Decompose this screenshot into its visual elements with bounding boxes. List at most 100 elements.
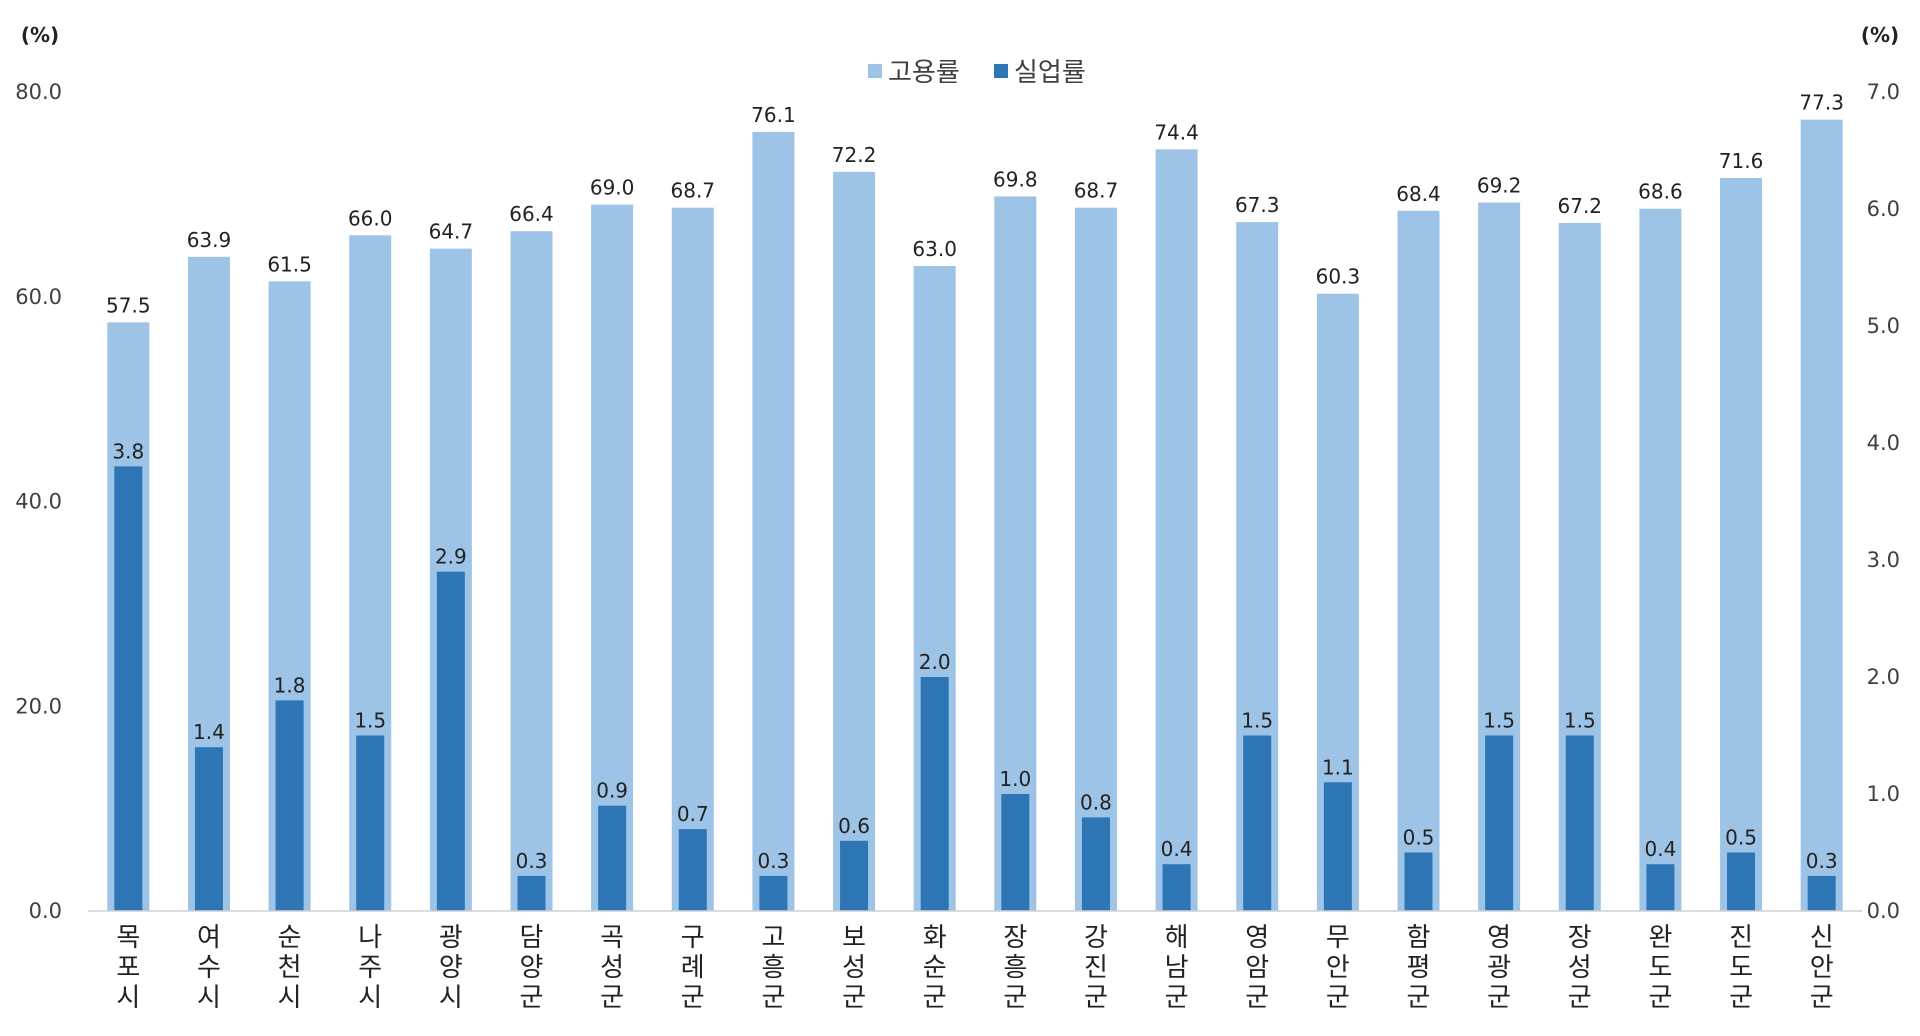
x-axis: 목 포 시 여 수 시 순 천 시 나 주 시 광 양 시 담 양 군 곡 성 군 구 례 군 고 흥 군 보 성 군 화 순 군 장 흥 군 강 진 군 해… (116, 923, 1833, 1013)
bar-unemployment (1807, 875, 1836, 911)
data-label-unemployment: 1.5 (1241, 709, 1273, 733)
left-tick-label: 80.0 (15, 80, 62, 104)
data-label-employment: 57.5 (106, 293, 151, 317)
bar-unemployment (1243, 735, 1272, 911)
data-label-unemployment: 0.4 (1161, 837, 1193, 861)
data-label-employment: 60.3 (1316, 265, 1361, 289)
legend-swatch-employment (868, 64, 882, 78)
right-tick-label: 2.0 (1867, 665, 1900, 689)
data-label-unemployment: 0.3 (516, 849, 548, 873)
bar-unemployment (1404, 852, 1433, 911)
bar-employment (1720, 177, 1763, 911)
right-tick-label: 1.0 (1867, 782, 1900, 806)
bar-employment (510, 231, 553, 912)
data-label-unemployment: 0.5 (1725, 826, 1757, 850)
data-label-employment: 76.1 (751, 103, 796, 127)
data-label-unemployment: 1.5 (1564, 709, 1596, 733)
legend-label-unemployment: 실업률 (1014, 58, 1086, 88)
data-label-employment: 63.9 (187, 228, 232, 252)
legend-swatch-unemployment (994, 64, 1008, 78)
data-label-employment: 63.0 (912, 237, 957, 261)
data-label-unemployment: 1.4 (193, 720, 225, 744)
data-label-unemployment: 1.0 (999, 767, 1031, 791)
bar-unemployment (517, 875, 546, 911)
bar-unemployment (1646, 864, 1675, 911)
bar-unemployment (840, 840, 869, 911)
bar-unemployment (436, 571, 465, 911)
plot-area: 57.5 3.8 63.9 1.4 61.5 1.8 66.0 1.5 64.7 2.9 66.4 0… (106, 91, 1844, 912)
right-tick-label: 0.0 (1867, 899, 1900, 923)
data-label-unemployment: 2.9 (435, 545, 467, 569)
data-label-unemployment: 0.3 (1806, 849, 1838, 873)
bar-unemployment (598, 805, 627, 911)
right-axis-unit: (%) (1861, 23, 1899, 47)
bar-unemployment (1727, 852, 1756, 911)
bar-employment (1074, 207, 1117, 912)
data-label-unemployment: 3.8 (112, 439, 144, 463)
data-label-unemployment: 0.7 (677, 802, 709, 826)
left-tick-label: 20.0 (15, 694, 62, 718)
legend: 고용률 실업률 (868, 58, 1086, 88)
data-label-employment: 67.3 (1235, 193, 1280, 217)
bar-employment (833, 171, 876, 912)
data-label-unemployment: 0.8 (1080, 790, 1112, 814)
data-label-employment: 72.2 (832, 143, 877, 167)
bar-unemployment (114, 466, 143, 911)
bar-employment (752, 131, 795, 911)
data-label-employment: 74.4 (1154, 120, 1199, 144)
bar-employment (671, 207, 714, 912)
right-tick-label: 6.0 (1867, 197, 1900, 221)
data-label-unemployment: 1.8 (274, 673, 306, 697)
bar-unemployment (678, 829, 707, 911)
bar-unemployment (1081, 817, 1110, 911)
data-label-employment: 71.6 (1719, 149, 1764, 173)
right-tick-label: 5.0 (1867, 314, 1900, 338)
left-tick-label: 60.0 (15, 285, 62, 309)
data-label-employment: 68.7 (671, 179, 716, 203)
data-label-unemployment: 1.5 (1483, 709, 1515, 733)
bar-employment (1155, 149, 1198, 911)
bar-employment (1639, 208, 1682, 911)
data-label-unemployment: 0.5 (1403, 826, 1435, 850)
data-label-unemployment: 0.9 (596, 779, 628, 803)
right-tick-label: 4.0 (1867, 431, 1900, 455)
bar-unemployment (1001, 794, 1030, 911)
bar-unemployment (356, 735, 385, 911)
data-label-employment: 69.0 (590, 176, 635, 200)
bar-unemployment (1565, 735, 1594, 911)
bar-unemployment (275, 700, 304, 911)
left-axis-unit: (%) (21, 23, 59, 47)
data-label-employment: 66.0 (348, 206, 393, 230)
bar-unemployment (920, 677, 949, 911)
right-tick-label: 7.0 (1867, 80, 1900, 104)
bar-employment (994, 196, 1037, 912)
bar-employment (1800, 119, 1843, 912)
left-tick-label: 40.0 (15, 490, 62, 514)
data-label-employment: 77.3 (1799, 91, 1844, 115)
data-label-employment: 66.4 (509, 202, 554, 226)
data-label-employment: 69.2 (1477, 174, 1522, 198)
data-label-employment: 69.8 (993, 167, 1038, 191)
bar-employment (591, 204, 634, 912)
data-label-unemployment: 2.0 (919, 650, 951, 674)
bar-unemployment (1485, 735, 1514, 911)
